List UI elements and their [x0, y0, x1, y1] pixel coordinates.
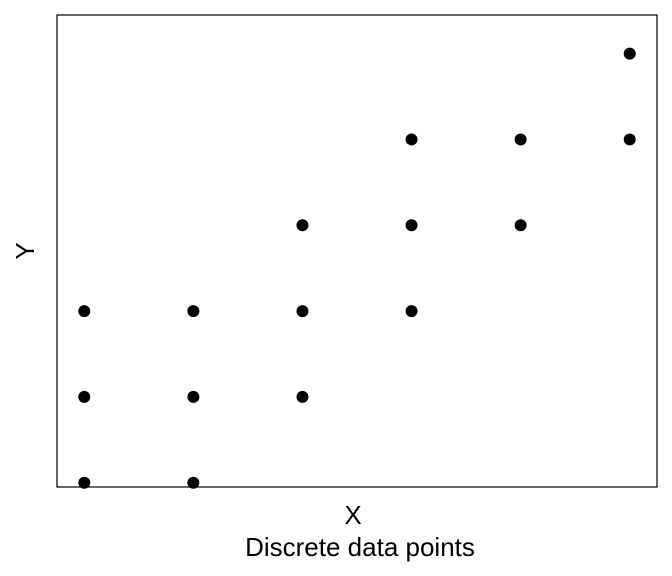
data-point-7 — [187, 305, 200, 318]
data-point-16 — [623, 47, 636, 60]
y-axis-label: Y — [10, 242, 40, 259]
plot-area-frame — [56, 14, 658, 488]
data-points-layer — [78, 47, 636, 489]
data-point-13 — [405, 133, 418, 146]
chart-caption: Discrete data points — [245, 532, 475, 562]
data-point-2 — [187, 476, 200, 489]
data-point-9 — [405, 305, 418, 318]
data-point-1 — [78, 476, 91, 489]
data-point-3 — [78, 390, 91, 403]
data-point-8 — [296, 305, 309, 318]
data-point-11 — [405, 219, 418, 232]
data-point-15 — [623, 133, 636, 146]
data-point-5 — [296, 390, 309, 403]
data-point-14 — [514, 133, 527, 146]
x-axis-label: X — [344, 500, 361, 530]
data-point-10 — [296, 219, 309, 232]
data-point-4 — [187, 390, 200, 403]
data-point-12 — [514, 219, 527, 232]
data-point-6 — [78, 305, 91, 318]
